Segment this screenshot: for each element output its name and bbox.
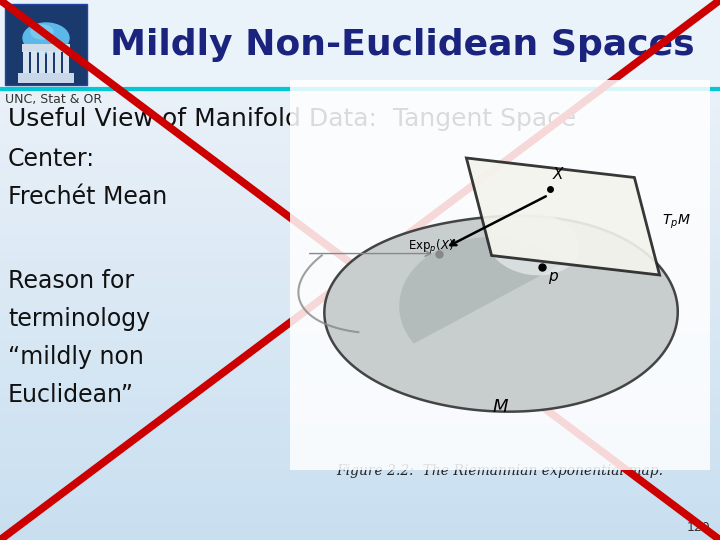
Bar: [0, 296, 720, 306]
Bar: [0, 387, 720, 396]
Bar: [0, 0, 720, 9]
Bar: [23, 51, 29, 73]
Polygon shape: [399, 237, 564, 343]
Bar: [0, 333, 720, 342]
Bar: [0, 0, 720, 89]
Ellipse shape: [23, 23, 69, 53]
Bar: [47, 51, 53, 73]
Bar: [31, 51, 37, 73]
Bar: [22, 44, 70, 52]
Text: Euclidean”: Euclidean”: [8, 383, 134, 407]
Bar: [0, 225, 720, 234]
Text: Mildly Non-Euclidean Spaces: Mildly Non-Euclidean Spaces: [110, 28, 695, 62]
Bar: [0, 360, 720, 369]
Bar: [0, 198, 720, 207]
Bar: [0, 161, 720, 171]
Bar: [0, 98, 720, 108]
Bar: [0, 17, 720, 27]
Bar: [0, 404, 720, 414]
Bar: [18, 73, 74, 83]
Bar: [0, 287, 720, 297]
Text: $p$: $p$: [549, 270, 559, 286]
Bar: [0, 422, 720, 432]
Text: terminology: terminology: [8, 307, 150, 330]
Text: 120: 120: [686, 521, 710, 534]
Bar: [0, 90, 720, 99]
Bar: [0, 414, 720, 423]
Ellipse shape: [487, 212, 580, 275]
Bar: [0, 512, 720, 522]
Bar: [63, 51, 69, 73]
Bar: [0, 80, 720, 90]
Bar: [0, 215, 720, 225]
Bar: [55, 51, 61, 73]
Bar: [0, 188, 720, 198]
Bar: [0, 431, 720, 441]
Bar: [0, 306, 720, 315]
Bar: [0, 44, 720, 54]
Bar: [0, 476, 720, 486]
Bar: [5, 4, 87, 85]
Text: Reason for: Reason for: [8, 269, 134, 293]
Bar: [0, 252, 720, 261]
Bar: [0, 314, 720, 324]
Bar: [0, 323, 720, 333]
Bar: [0, 9, 720, 18]
Bar: [0, 171, 720, 180]
Bar: [0, 468, 720, 477]
Bar: [0, 206, 720, 216]
Bar: [0, 144, 720, 153]
Bar: [0, 260, 720, 270]
Text: “mildly non: “mildly non: [8, 345, 144, 369]
Bar: [0, 458, 720, 468]
Text: $M$: $M$: [492, 397, 508, 415]
Bar: [39, 51, 45, 73]
Bar: [0, 53, 720, 63]
Bar: [0, 495, 720, 504]
Text: $T_p M$: $T_p M$: [662, 212, 690, 231]
Bar: [0, 279, 720, 288]
Ellipse shape: [31, 25, 53, 39]
Bar: [0, 368, 720, 378]
Text: UNC, Stat & OR: UNC, Stat & OR: [5, 93, 102, 106]
Text: $X$: $X$: [552, 166, 566, 183]
Text: Useful View of Manifold Data:  Tangent Space: Useful View of Manifold Data: Tangent Sp…: [8, 107, 576, 131]
Bar: [0, 71, 720, 81]
Text: $\mathrm{Exp}_p(X)$: $\mathrm{Exp}_p(X)$: [408, 238, 454, 256]
Bar: [0, 395, 720, 405]
Bar: [0, 341, 720, 351]
Bar: [0, 269, 720, 279]
Bar: [0, 36, 720, 45]
Polygon shape: [467, 158, 660, 275]
Bar: [0, 63, 720, 72]
Bar: [0, 522, 720, 531]
Bar: [0, 134, 720, 144]
Bar: [0, 125, 720, 135]
Bar: [0, 242, 720, 252]
Bar: [0, 503, 720, 513]
Text: Figure 2.2:  The Riemannian exponential map.: Figure 2.2: The Riemannian exponential m…: [336, 464, 664, 478]
Bar: [0, 117, 720, 126]
Text: Frechét Mean: Frechét Mean: [8, 185, 167, 209]
Text: Center:: Center:: [8, 147, 95, 171]
Bar: [0, 179, 720, 189]
Bar: [0, 377, 720, 387]
Bar: [0, 107, 720, 117]
Bar: [0, 449, 720, 459]
Bar: [0, 530, 720, 540]
Bar: [0, 26, 720, 36]
Bar: [0, 152, 720, 162]
Bar: [0, 441, 720, 450]
Polygon shape: [324, 216, 678, 411]
Bar: [0, 350, 720, 360]
Bar: [0, 233, 720, 243]
Bar: [0, 485, 720, 495]
